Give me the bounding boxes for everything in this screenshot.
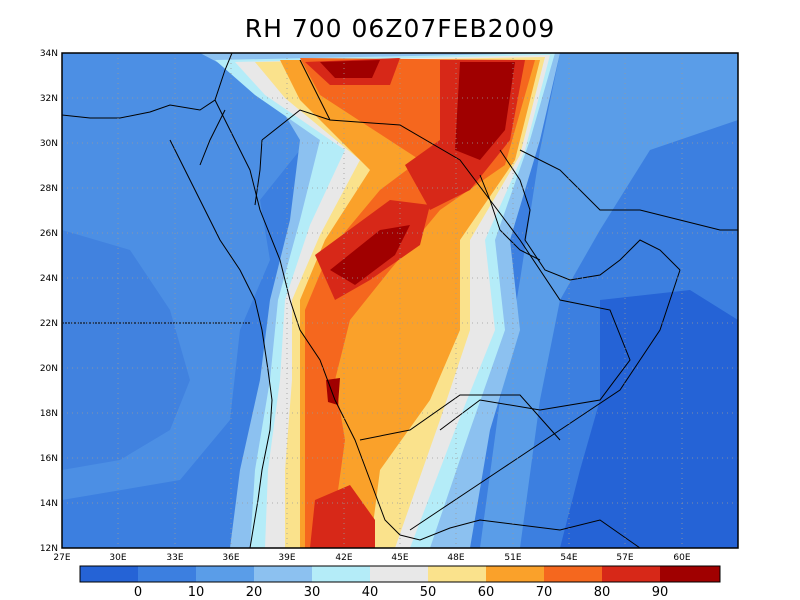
colorbar-label: 30 <box>304 585 321 600</box>
longitude-labels: 27E 30E 33E 36E 39E 42E 45E 48E 51E 54E … <box>53 553 690 563</box>
colorbar: 0 10 20 30 40 50 60 70 80 90 <box>79 565 721 600</box>
lon-label: 51E <box>504 553 521 563</box>
rh-region-max-north <box>455 62 515 160</box>
lon-label: 39E <box>278 553 295 563</box>
humidity-field <box>62 53 738 548</box>
coastline-persian-gulf <box>499 149 681 281</box>
coastline-horn-of-africa <box>399 519 641 548</box>
rh-region-20-west <box>62 53 300 500</box>
coastline-red-sea-west <box>169 139 273 548</box>
lon-label: 48E <box>447 553 464 563</box>
colorbar-swatch <box>80 566 138 582</box>
lat-label: 22N <box>40 319 58 329</box>
colorbar-swatch <box>138 566 196 582</box>
colorbar-frame <box>79 565 721 583</box>
border-arabian-interior <box>299 59 631 431</box>
colorbar-swatch <box>486 566 544 582</box>
coastlines-and-borders <box>62 53 738 548</box>
colorbar-label: 50 <box>420 585 437 600</box>
lat-label: 34N <box>40 49 58 59</box>
lon-label: 42E <box>335 553 352 563</box>
rh-region-max-center <box>330 225 410 285</box>
rh-region-90-south <box>310 485 375 548</box>
coastline-iran <box>519 149 738 231</box>
coastline-arabian-sea <box>409 269 681 531</box>
lon-label: 45E <box>391 553 408 563</box>
colorbar-label: 60 <box>478 585 495 600</box>
border-jordan-iraq <box>261 109 331 141</box>
lat-label: 30N <box>40 139 58 149</box>
rh-region-max-upper <box>320 60 380 78</box>
lon-label: 33E <box>166 553 183 563</box>
colorbar-label: 10 <box>188 585 205 600</box>
coastline-mediterranean <box>62 53 233 119</box>
lat-label: 20N <box>40 364 58 374</box>
colorbar-swatch <box>370 566 428 582</box>
colorbar-label: 20 <box>246 585 263 600</box>
lat-label: 18N <box>40 409 58 419</box>
coastline-gulf-of-suez <box>199 109 226 166</box>
rh-region-20-east <box>480 53 738 548</box>
colorbar-label: 0 <box>134 585 142 600</box>
colorbar-label: 80 <box>594 585 611 600</box>
lon-label: 27E <box>53 553 70 563</box>
lon-label: 57E <box>616 553 633 563</box>
colorbar-swatch <box>312 566 370 582</box>
colorbar-swatch <box>660 566 720 582</box>
lat-label: 14N <box>40 499 58 509</box>
lon-label: 54E <box>560 553 577 563</box>
coastline-gulf-inner <box>479 174 541 261</box>
lon-label: 30E <box>109 553 126 563</box>
coastline-red-sea-east <box>214 99 401 536</box>
colorbar-label: 90 <box>652 585 669 600</box>
colorbar-label: 40 <box>362 585 379 600</box>
lat-label: 24N <box>40 274 58 284</box>
colorbar-swatch <box>196 566 254 582</box>
lat-label: 16N <box>40 454 58 464</box>
colorbar-swatch <box>428 566 486 582</box>
lat-label: 12N <box>40 544 58 554</box>
lon-label: 60E <box>673 553 690 563</box>
colorbar-swatch <box>602 566 660 582</box>
latitude-labels: 34N 32N 30N 28N 26N 24N 22N 20N 18N 16N … <box>40 49 58 554</box>
lat-label: 28N <box>40 184 58 194</box>
map-frame <box>61 52 739 549</box>
colorbar-swatch <box>544 566 602 582</box>
border-yemen <box>359 394 561 441</box>
lat-label: 26N <box>40 229 58 239</box>
colorbar-label: 70 <box>536 585 553 600</box>
lat-label: 32N <box>40 94 58 104</box>
colorbar-swatch <box>254 566 312 582</box>
coastline-gulf-of-aqaba <box>254 139 263 206</box>
rh-region-low-east <box>560 290 738 548</box>
lon-label: 36E <box>222 553 239 563</box>
map-title: RH 700 06Z07FEB2009 <box>244 14 556 43</box>
